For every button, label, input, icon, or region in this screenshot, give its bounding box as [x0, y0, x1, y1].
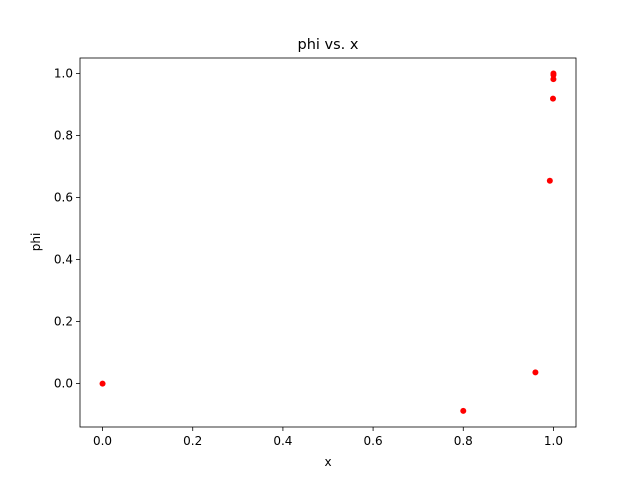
x-tick-label: 1.0 [544, 434, 563, 448]
plot-area: 0.0 0.2 0.4 0.6 0.8 1.0 0.0 0.2 0.4 0.6 0.8 1.0 [54, 57, 577, 448]
y-tick-label: 0.2 [54, 315, 73, 329]
y-axis-label: phi [29, 233, 43, 252]
y-tick-label: 0.0 [54, 377, 73, 391]
data-points [99, 70, 557, 414]
y-tick-label: 0.4 [54, 253, 73, 267]
data-point [550, 70, 557, 77]
x-tick-label: 0.0 [93, 434, 112, 448]
y-axis-ticks: 0.0 0.2 0.4 0.6 0.8 1.0 [54, 67, 80, 391]
axes-frame [79, 57, 577, 428]
x-tick-label: 0.4 [273, 434, 292, 448]
chart-title: phi vs. x [298, 37, 359, 53]
data-point [99, 380, 106, 387]
y-tick-label: 1.0 [54, 67, 73, 81]
data-point [532, 369, 539, 376]
x-axis-ticks: 0.0 0.2 0.4 0.6 0.8 1.0 [93, 427, 563, 448]
x-tick-label: 0.2 [183, 434, 202, 448]
x-axis-label: x [324, 455, 331, 469]
data-point [550, 95, 557, 102]
x-tick-label: 0.6 [364, 434, 383, 448]
y-tick-label: 0.6 [54, 191, 73, 205]
x-tick-label: 0.8 [454, 434, 473, 448]
data-point [460, 407, 467, 414]
data-point [546, 177, 553, 184]
y-tick-label: 0.8 [54, 129, 73, 143]
